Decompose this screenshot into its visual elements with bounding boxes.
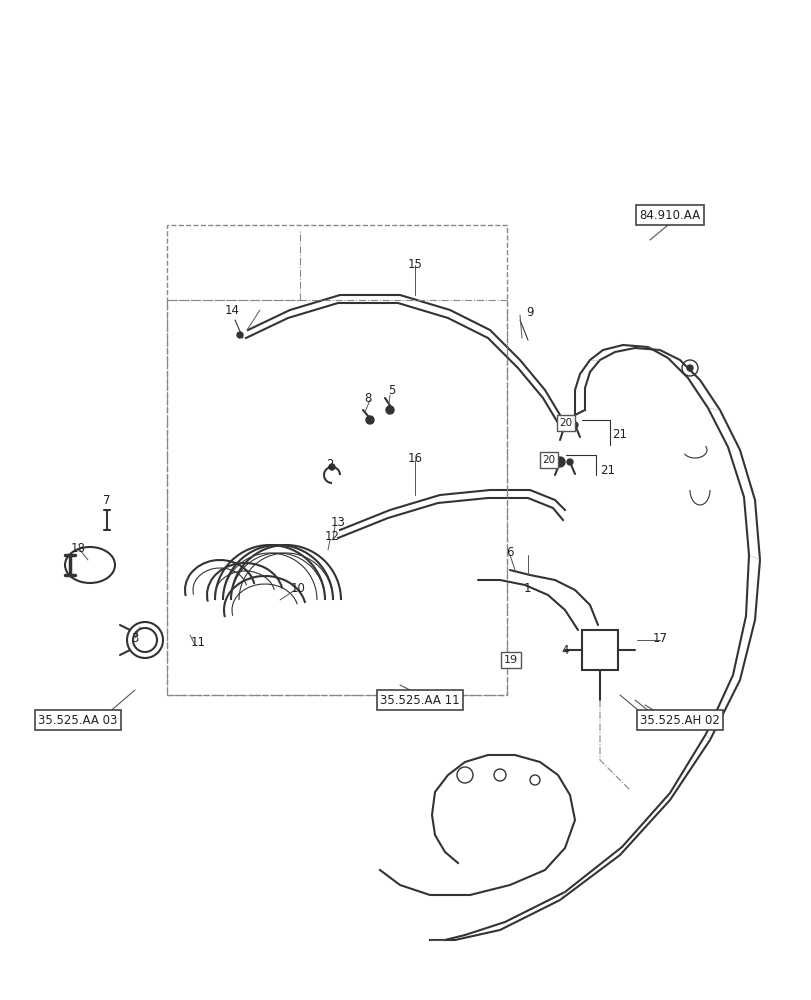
Text: 15: 15 (407, 258, 422, 271)
Text: 17: 17 (652, 632, 667, 644)
Text: 35.525.AH 02: 35.525.AH 02 (639, 713, 719, 726)
Text: 10: 10 (290, 582, 305, 594)
Text: 14: 14 (224, 304, 239, 316)
Text: 6: 6 (505, 546, 513, 558)
Circle shape (385, 406, 393, 414)
Text: 11: 11 (191, 636, 205, 650)
Circle shape (686, 365, 692, 371)
Text: 21: 21 (611, 428, 626, 442)
Circle shape (560, 420, 569, 430)
Bar (167, 225, 506, 695)
Text: 84.910.AA: 84.910.AA (638, 209, 700, 222)
Circle shape (366, 416, 374, 424)
Text: 35.525.AA 03: 35.525.AA 03 (38, 713, 118, 726)
Text: 16: 16 (407, 452, 422, 464)
Text: 20: 20 (542, 455, 555, 465)
Text: 8: 8 (364, 391, 371, 404)
Text: 3: 3 (131, 632, 139, 644)
Text: 2: 2 (326, 458, 333, 472)
Text: 18: 18 (71, 542, 85, 554)
Text: 20: 20 (559, 418, 572, 428)
Text: 13: 13 (330, 516, 345, 530)
Text: 1: 1 (522, 582, 530, 594)
Text: 21: 21 (599, 464, 614, 477)
Text: 7: 7 (103, 493, 110, 506)
Circle shape (237, 332, 242, 338)
Circle shape (328, 464, 335, 470)
Text: 35.525.AA 11: 35.525.AA 11 (380, 694, 459, 706)
Text: 5: 5 (388, 383, 395, 396)
Circle shape (571, 422, 577, 428)
Circle shape (566, 459, 573, 465)
Text: 19: 19 (504, 655, 517, 665)
Text: 12: 12 (324, 530, 339, 544)
Circle shape (554, 457, 564, 467)
Bar (581, 630, 617, 670)
Text: 4: 4 (560, 644, 568, 656)
Text: 9: 9 (526, 306, 533, 318)
